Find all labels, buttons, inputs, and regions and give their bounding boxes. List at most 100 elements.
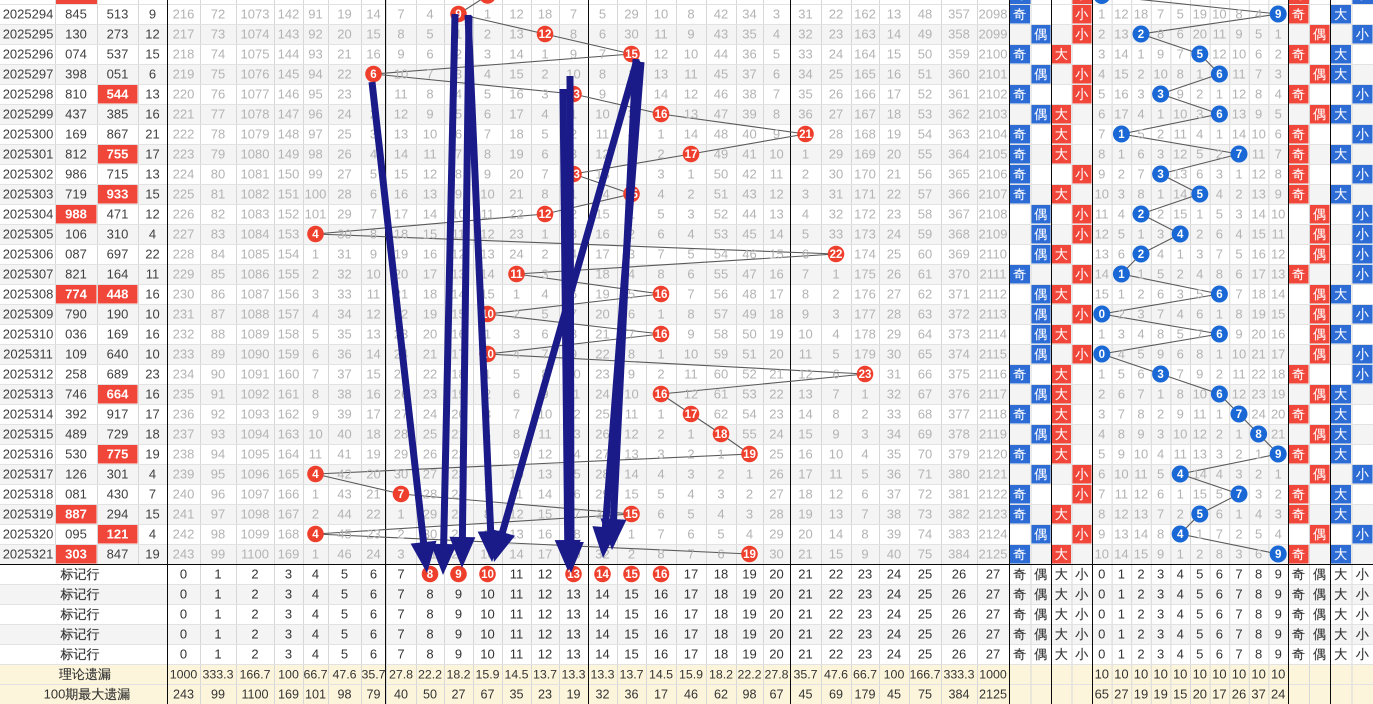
svg-text:73: 73: [211, 27, 225, 42]
svg-text:16: 16: [1114, 87, 1128, 102]
svg-text:3: 3: [1157, 647, 1164, 662]
svg-text:1: 1: [484, 367, 491, 382]
svg-text:56: 56: [714, 287, 728, 302]
svg-text:9: 9: [802, 307, 809, 322]
svg-text:20: 20: [337, 27, 351, 42]
svg-text:15: 15: [145, 507, 159, 522]
svg-text:46: 46: [337, 547, 351, 562]
svg-text:166.7: 166.7: [909, 667, 940, 681]
svg-text:228: 228: [173, 247, 195, 262]
svg-text:15: 15: [625, 569, 638, 581]
svg-text:3: 3: [1098, 47, 1105, 62]
svg-text:2025303: 2025303: [3, 187, 54, 202]
svg-text:8: 8: [1216, 547, 1223, 562]
svg-text:359: 359: [948, 47, 970, 62]
svg-text:2: 2: [251, 587, 258, 602]
svg-text:3: 3: [1235, 207, 1242, 222]
svg-text:2108: 2108: [979, 207, 1008, 222]
svg-text:6: 6: [832, 367, 839, 382]
svg-text:10: 10: [654, 7, 668, 22]
svg-text:158: 158: [278, 327, 300, 342]
svg-text:6: 6: [1177, 27, 1184, 42]
svg-text:21: 21: [798, 567, 812, 582]
svg-text:13.3: 13.3: [590, 667, 614, 681]
svg-text:4: 4: [1157, 447, 1164, 462]
svg-text:10: 10: [1134, 667, 1148, 682]
svg-text:171: 171: [854, 187, 876, 202]
svg-text:9: 9: [687, 327, 694, 342]
svg-text:10: 10: [480, 607, 494, 622]
svg-text:3: 3: [513, 327, 520, 342]
svg-text:384: 384: [948, 547, 970, 562]
svg-text:1: 1: [484, 327, 491, 342]
svg-text:1: 1: [628, 527, 635, 542]
svg-text:3: 3: [285, 627, 292, 642]
svg-text:27: 27: [986, 647, 1000, 662]
svg-text:14: 14: [1251, 207, 1265, 222]
svg-text:3: 3: [312, 287, 319, 302]
svg-text:13: 13: [145, 87, 159, 102]
svg-text:1: 1: [455, 27, 462, 42]
svg-text:232: 232: [173, 327, 195, 342]
svg-text:4: 4: [312, 567, 319, 582]
svg-text:6: 6: [370, 187, 377, 202]
svg-text:17: 17: [769, 287, 783, 302]
svg-text:2104: 2104: [979, 127, 1008, 142]
svg-text:36: 36: [624, 687, 638, 701]
svg-text:5: 5: [1216, 207, 1223, 222]
svg-text:101: 101: [305, 687, 326, 701]
svg-text:13: 13: [1271, 267, 1285, 282]
svg-text:1: 1: [1157, 387, 1164, 402]
svg-text:12: 12: [798, 367, 812, 382]
svg-text:6: 6: [599, 27, 606, 42]
svg-text:27: 27: [986, 587, 1000, 602]
svg-text:142: 142: [278, 7, 300, 22]
svg-text:35: 35: [509, 687, 523, 701]
svg-text:6: 6: [1216, 289, 1222, 301]
svg-text:5: 5: [802, 227, 809, 242]
svg-text:383: 383: [948, 527, 970, 542]
svg-text:37: 37: [1251, 687, 1265, 702]
svg-text:167: 167: [854, 107, 876, 122]
svg-text:11: 11: [510, 647, 524, 662]
svg-text:16: 16: [423, 247, 437, 262]
svg-text:6: 6: [370, 607, 377, 622]
svg-text:8: 8: [1275, 167, 1282, 182]
svg-text:11: 11: [1252, 147, 1266, 162]
svg-text:10: 10: [684, 347, 698, 362]
svg-text:2025314: 2025314: [3, 407, 54, 422]
svg-text:38: 38: [887, 507, 901, 522]
svg-text:16: 16: [595, 227, 609, 242]
svg-text:49: 49: [918, 27, 932, 42]
svg-text:1: 1: [214, 587, 221, 602]
svg-text:24: 24: [887, 607, 901, 622]
svg-text:2112: 2112: [979, 287, 1007, 302]
svg-text:7: 7: [1137, 387, 1144, 402]
svg-text:9: 9: [426, 107, 433, 122]
svg-text:22: 22: [829, 647, 843, 662]
svg-text:20: 20: [769, 587, 783, 602]
svg-text:35: 35: [742, 27, 756, 42]
svg-text:2: 2: [1275, 487, 1282, 502]
svg-text:1: 1: [1196, 527, 1203, 542]
svg-text:95: 95: [308, 87, 322, 102]
svg-text:11: 11: [146, 267, 160, 282]
svg-text:18: 18: [366, 427, 380, 442]
svg-text:4: 4: [426, 7, 433, 22]
svg-text:1: 1: [1235, 427, 1242, 442]
svg-text:8: 8: [861, 527, 868, 542]
svg-text:812: 812: [65, 147, 87, 162]
svg-text:9: 9: [370, 247, 377, 262]
svg-text:53: 53: [918, 107, 932, 122]
svg-text:12: 12: [538, 567, 552, 582]
svg-text:4: 4: [1137, 107, 1144, 122]
svg-text:23: 23: [509, 227, 523, 242]
svg-text:152: 152: [278, 207, 300, 222]
svg-text:20: 20: [887, 147, 901, 162]
svg-text:513: 513: [107, 7, 129, 22]
svg-text:41: 41: [742, 147, 756, 162]
svg-text:7: 7: [541, 347, 548, 362]
svg-text:2: 2: [455, 47, 462, 62]
svg-text:6: 6: [1157, 287, 1164, 302]
svg-text:6: 6: [687, 527, 694, 542]
